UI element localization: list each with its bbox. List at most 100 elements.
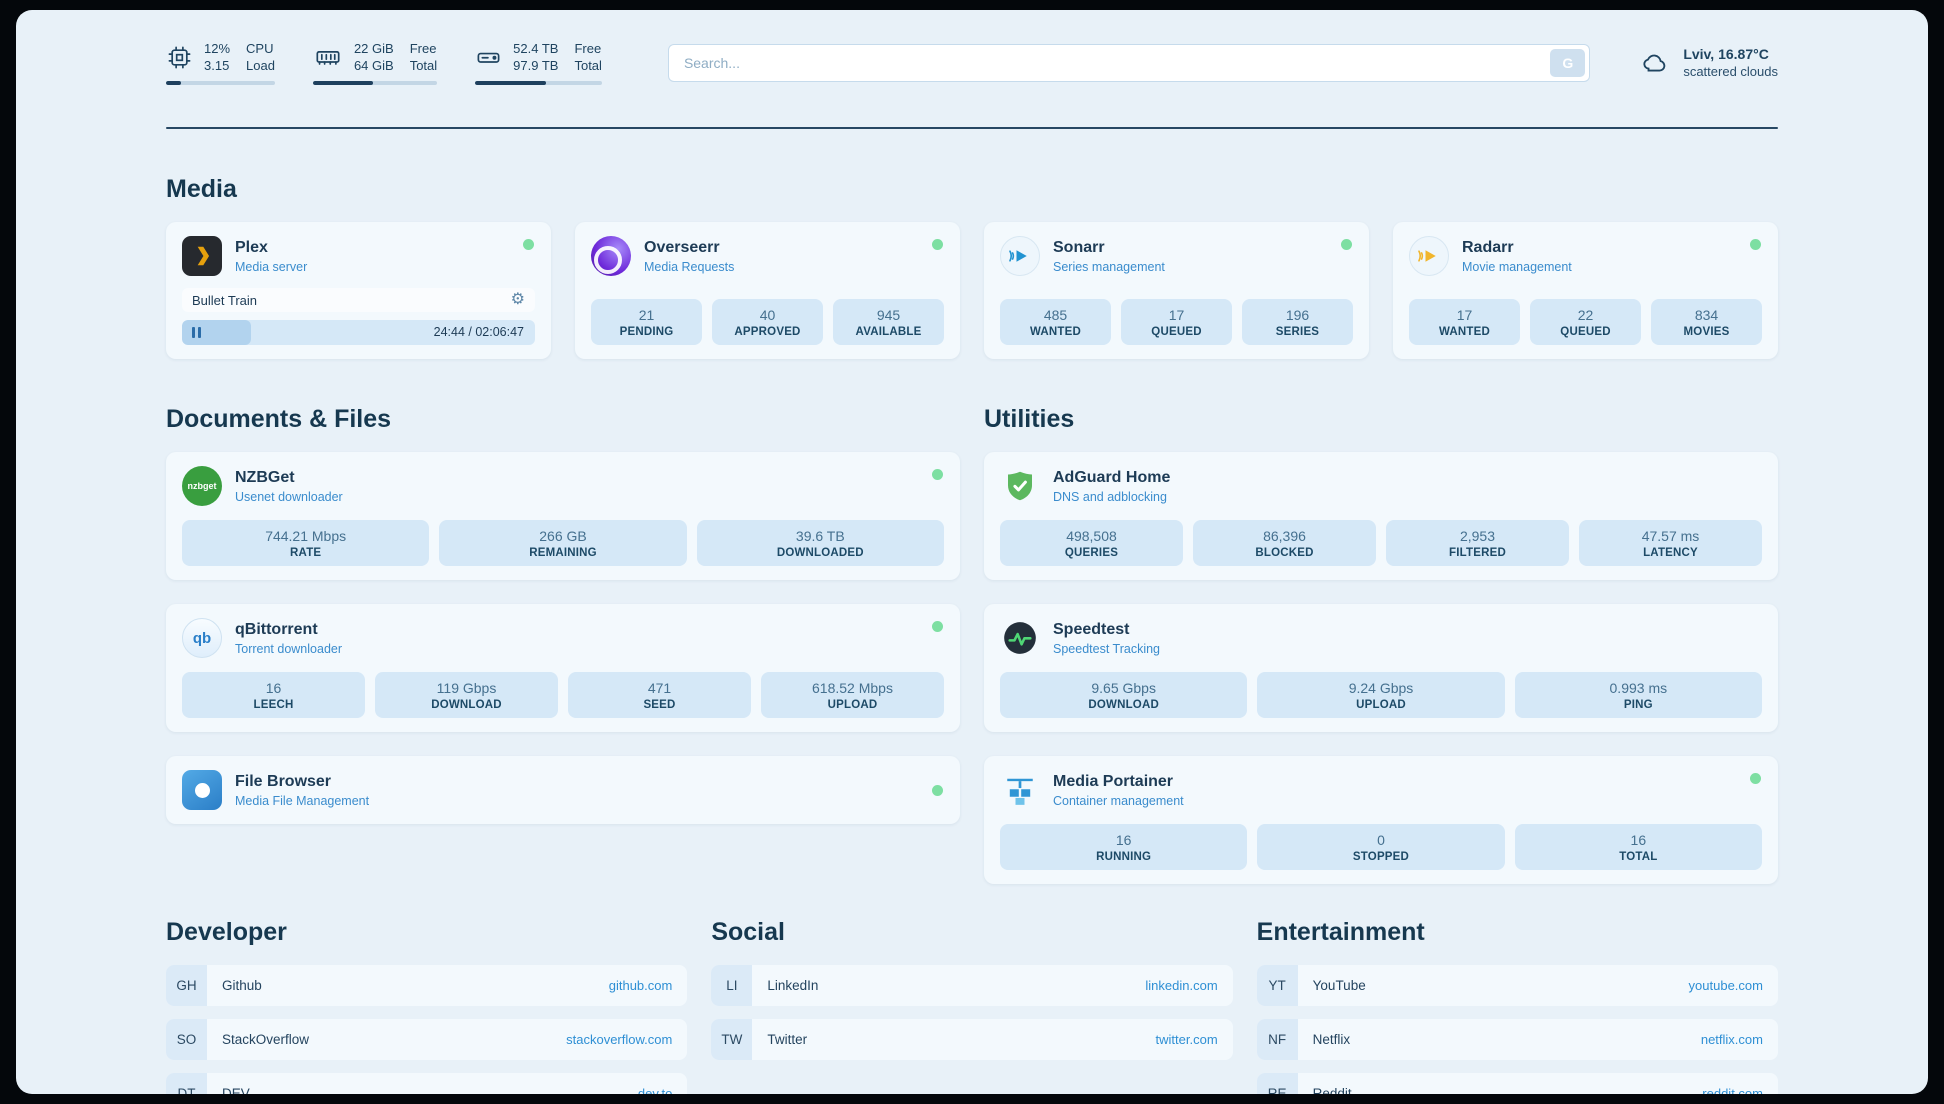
stat-label: RUNNING xyxy=(1096,851,1152,863)
filebrowser-card[interactable]: File Browser Media File Management xyxy=(166,756,960,824)
bookmark-url[interactable]: youtube.com xyxy=(1688,978,1763,993)
stat-value: 485 xyxy=(1043,307,1068,323)
stat-tile: 0.993 ms PING xyxy=(1514,672,1762,718)
app-name: NZBGet xyxy=(235,468,295,486)
weather-widget: Lviv, 16.87°C scattered clouds xyxy=(1636,45,1778,81)
playback-progress-bar[interactable]: 24:44 / 02:06:47 xyxy=(182,320,535,345)
stat-value: 0 xyxy=(1377,832,1385,848)
bookmark-url[interactable]: dev.to xyxy=(637,1086,673,1094)
bookmark-url[interactable]: github.com xyxy=(608,978,673,993)
section-title-media: Media xyxy=(166,175,237,203)
bookmark-name: YouTube xyxy=(1312,978,1366,993)
stat-value: 16 xyxy=(1630,832,1647,848)
stat-tile: 86,396 BLOCKED xyxy=(1193,520,1376,566)
plex-card[interactable]: Plex Media server Bullet Train ⚙ 24:44 /… xyxy=(166,222,551,359)
nzbget-card[interactable]: nzbget NZBGet Usenet downloader 744.21 M… xyxy=(166,452,960,580)
stat-tile: 40 APPROVED xyxy=(712,299,823,345)
stat-label: LEECH xyxy=(253,699,294,711)
bookmark-dev[interactable]: DT DEV dev.to xyxy=(166,1073,688,1094)
stat-label: LATENCY xyxy=(1643,547,1698,559)
bookmark-reddit[interactable]: RE Reddit reddit.com xyxy=(1256,1073,1778,1094)
stat-tile: 22 QUEUED xyxy=(1530,299,1641,345)
cpu-monitor: 12% 3.15 CPU Load xyxy=(166,40,275,85)
status-dot xyxy=(1341,239,1352,250)
section-title-utilities: Utilities xyxy=(984,405,1075,433)
bookmark-twitter[interactable]: TW Twitter twitter.com xyxy=(711,1019,1233,1060)
speedtest-card[interactable]: Speedtest Speedtest Tracking 9.65 Gbps D… xyxy=(984,604,1778,732)
bookmarks-title-entertainment: Entertainment xyxy=(1256,918,1425,946)
stat-label: UPLOAD xyxy=(827,699,878,711)
qbittorrent-icon: qb xyxy=(182,618,222,658)
stat-label: FILTERED xyxy=(1449,547,1506,559)
status-dot xyxy=(932,621,943,632)
bookmark-column-developer: Developer GH Github github.com SO StackO… xyxy=(166,918,688,1094)
cloud-icon xyxy=(1636,49,1672,77)
stat-label: DOWNLOAD xyxy=(1088,699,1159,711)
portainer-icon xyxy=(1000,770,1040,810)
disk-icon xyxy=(475,44,502,71)
gear-icon[interactable]: ⚙ xyxy=(510,291,525,308)
bookmark-column-entertainment: Entertainment YT YouTube youtube.com NF … xyxy=(1256,918,1778,1094)
stat-label: QUEUED xyxy=(1151,326,1202,338)
search-input[interactable] xyxy=(667,43,1591,82)
bookmark-stackoverflow[interactable]: SO StackOverflow stackoverflow.com xyxy=(166,1019,688,1060)
section-title-documents: Documents & Files xyxy=(166,405,392,433)
overseerr-card[interactable]: Overseerr Media Requests 21 PENDING 40 A… xyxy=(575,222,960,359)
app-name: Media Portainer xyxy=(1053,772,1174,790)
stat-label: MOVIES xyxy=(1683,326,1730,338)
bookmark-badge: RE xyxy=(1256,1073,1298,1094)
app-desc: Usenet downloader xyxy=(235,489,343,504)
stat-value: 9.24 Gbps xyxy=(1348,680,1414,696)
stat-value: 16 xyxy=(265,680,282,696)
stat-tile: 16 LEECH xyxy=(182,672,365,718)
stat-label: QUEUED xyxy=(1560,326,1611,338)
plex-icon xyxy=(182,236,222,276)
search-provider-button[interactable]: G xyxy=(1550,48,1586,77)
app-name: Sonarr xyxy=(1053,238,1105,256)
stat-tile: 471 SEED xyxy=(568,672,751,718)
bookmark-column-social: Social LI LinkedIn linkedin.com TW Twitt… xyxy=(711,918,1233,1094)
stat-value: 9.65 Gbps xyxy=(1091,680,1156,696)
bookmark-url[interactable]: netflix.com xyxy=(1700,1032,1763,1047)
sonarr-card[interactable]: Sonarr Series management 485 WANTED 17 Q… xyxy=(984,222,1369,359)
stat-tile: 9.24 Gbps UPLOAD xyxy=(1257,672,1505,718)
stat-label: SERIES xyxy=(1275,326,1320,338)
stat-label: UPLOAD xyxy=(1356,699,1406,711)
bookmark-url[interactable]: linkedin.com xyxy=(1145,978,1218,993)
stat-tile: 196 SERIES xyxy=(1242,299,1353,345)
bookmark-name: LinkedIn xyxy=(767,978,819,993)
stat-value: 2,953 xyxy=(1459,528,1496,544)
stat-value: 471 xyxy=(647,680,672,696)
stat-label: APPROVED xyxy=(734,326,801,338)
stat-tile: 485 WANTED xyxy=(1000,299,1111,345)
portainer-card[interactable]: Media Portainer Container management 16 … xyxy=(984,756,1778,884)
app-desc: Speedtest Tracking xyxy=(1053,641,1161,656)
disk-free-label: Free xyxy=(574,41,602,56)
bookmark-linkedin[interactable]: LI LinkedIn linkedin.com xyxy=(711,965,1233,1006)
qbittorrent-card[interactable]: qb qBittorrent Torrent downloader 16 LEE… xyxy=(166,604,960,732)
top-bar: 12% 3.15 CPU Load xyxy=(166,40,1778,85)
bookmark-url[interactable]: twitter.com xyxy=(1155,1032,1218,1047)
adguard-card[interactable]: AdGuard Home DNS and adblocking 498,508 … xyxy=(984,452,1778,580)
weather-condition: scattered clouds xyxy=(1683,63,1778,79)
now-playing-title: Bullet Train xyxy=(192,292,258,308)
bookmark-badge: NF xyxy=(1256,1019,1298,1060)
bookmark-github[interactable]: GH Github github.com xyxy=(166,965,688,1006)
bookmark-badge: SO xyxy=(166,1019,207,1060)
stat-tile: 834 MOVIES xyxy=(1651,299,1762,345)
bookmark-name: Netflix xyxy=(1312,1032,1351,1047)
app-desc: Media server xyxy=(235,259,308,274)
stat-label: WANTED xyxy=(1029,326,1082,338)
pause-icon[interactable] xyxy=(192,327,201,338)
stat-label: REMAINING xyxy=(529,547,597,559)
disk-free: 52.4 TB xyxy=(513,41,559,56)
bookmark-youtube[interactable]: YT YouTube youtube.com xyxy=(1256,965,1778,1006)
radarr-card[interactable]: Radarr Movie management 17 WANTED 22 QUE… xyxy=(1393,222,1778,359)
stat-value: 744.21 Mbps xyxy=(265,528,347,544)
weather-location: Lviv, 16.87°C xyxy=(1683,45,1769,62)
bookmark-url[interactable]: stackoverflow.com xyxy=(566,1032,673,1047)
bookmark-url[interactable]: reddit.com xyxy=(1702,1086,1763,1094)
stat-value: 17 xyxy=(1456,307,1473,323)
bookmark-netflix[interactable]: NF Netflix netflix.com xyxy=(1256,1019,1778,1060)
bookmark-badge: LI xyxy=(711,965,753,1006)
